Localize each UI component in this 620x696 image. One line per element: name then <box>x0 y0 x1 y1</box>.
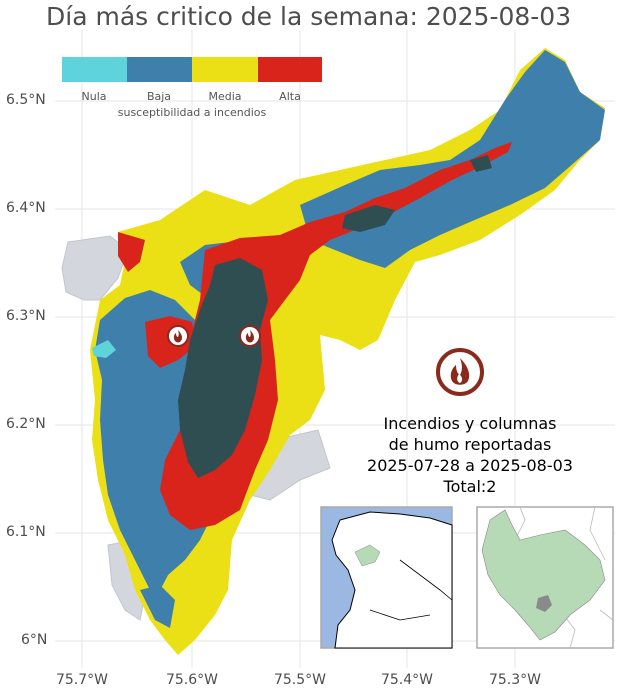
inset-neighbor-lines <box>514 506 614 649</box>
inset-study-area <box>536 595 552 612</box>
x-tick-label: 75.6°W <box>165 672 219 688</box>
urban-patch-far-east <box>470 155 492 172</box>
map-title: Día más critico de la semana: 2025-08-03 <box>46 2 572 31</box>
inset-colombia <box>320 506 453 649</box>
fire-report-line: de humo reportadas <box>388 435 552 454</box>
fire-report-date-range: 2025-07-28 a 2025-08-03 <box>367 456 573 475</box>
x-tick-label: 75.3°W <box>488 672 542 688</box>
x-tick-label: 75.4°W <box>380 672 434 688</box>
inset-colombia-border <box>369 559 453 621</box>
region-alta-northwest <box>118 232 145 272</box>
x-tick-label: 75.7°W <box>55 672 109 688</box>
legend-label-alta: Alta <box>279 90 301 103</box>
legend-swatch-baja <box>127 57 192 82</box>
y-tick-label: 6.3°N <box>6 308 46 324</box>
urban-patch-east <box>342 205 395 232</box>
legend-label-nula: Nula <box>81 90 107 103</box>
region-baja-south <box>140 585 175 628</box>
fire-icon <box>436 348 484 396</box>
y-tick-label: 6.1°N <box>6 524 46 540</box>
y-tick-label: 6.4°N <box>6 200 46 216</box>
x-tick-label: 75.5°W <box>273 672 327 688</box>
y-tick-label: 6.2°N <box>6 416 46 432</box>
fire-marker[interactable] <box>239 325 261 347</box>
fire-report-summary: Incendios y columnas de humo reportadas … <box>352 413 588 497</box>
urban-core <box>178 258 268 478</box>
legend-title: susceptibilidad a incendios <box>117 106 267 119</box>
inset-antioquia-shape <box>481 509 606 641</box>
legend-swatch-media <box>192 57 258 82</box>
region-nula <box>92 340 116 358</box>
legend-label-baja: Baja <box>146 90 172 103</box>
fire-report-total: Total:2 <box>443 477 497 496</box>
legend-swatch-nula <box>62 57 127 82</box>
y-tick-label: 6°N <box>21 632 48 648</box>
inset-colombia-land <box>331 511 453 649</box>
legend-swatch-alta <box>258 57 322 82</box>
fire-marker[interactable] <box>167 325 189 347</box>
y-tick-label: 6.5°N <box>6 92 46 108</box>
fire-report-line: Incendios y columnas <box>383 414 557 433</box>
inset-antioquia-detail <box>476 506 614 649</box>
inset-antioquia <box>354 544 381 567</box>
region-alta-corridor <box>160 142 512 530</box>
legend-label-media: Media <box>208 90 242 103</box>
